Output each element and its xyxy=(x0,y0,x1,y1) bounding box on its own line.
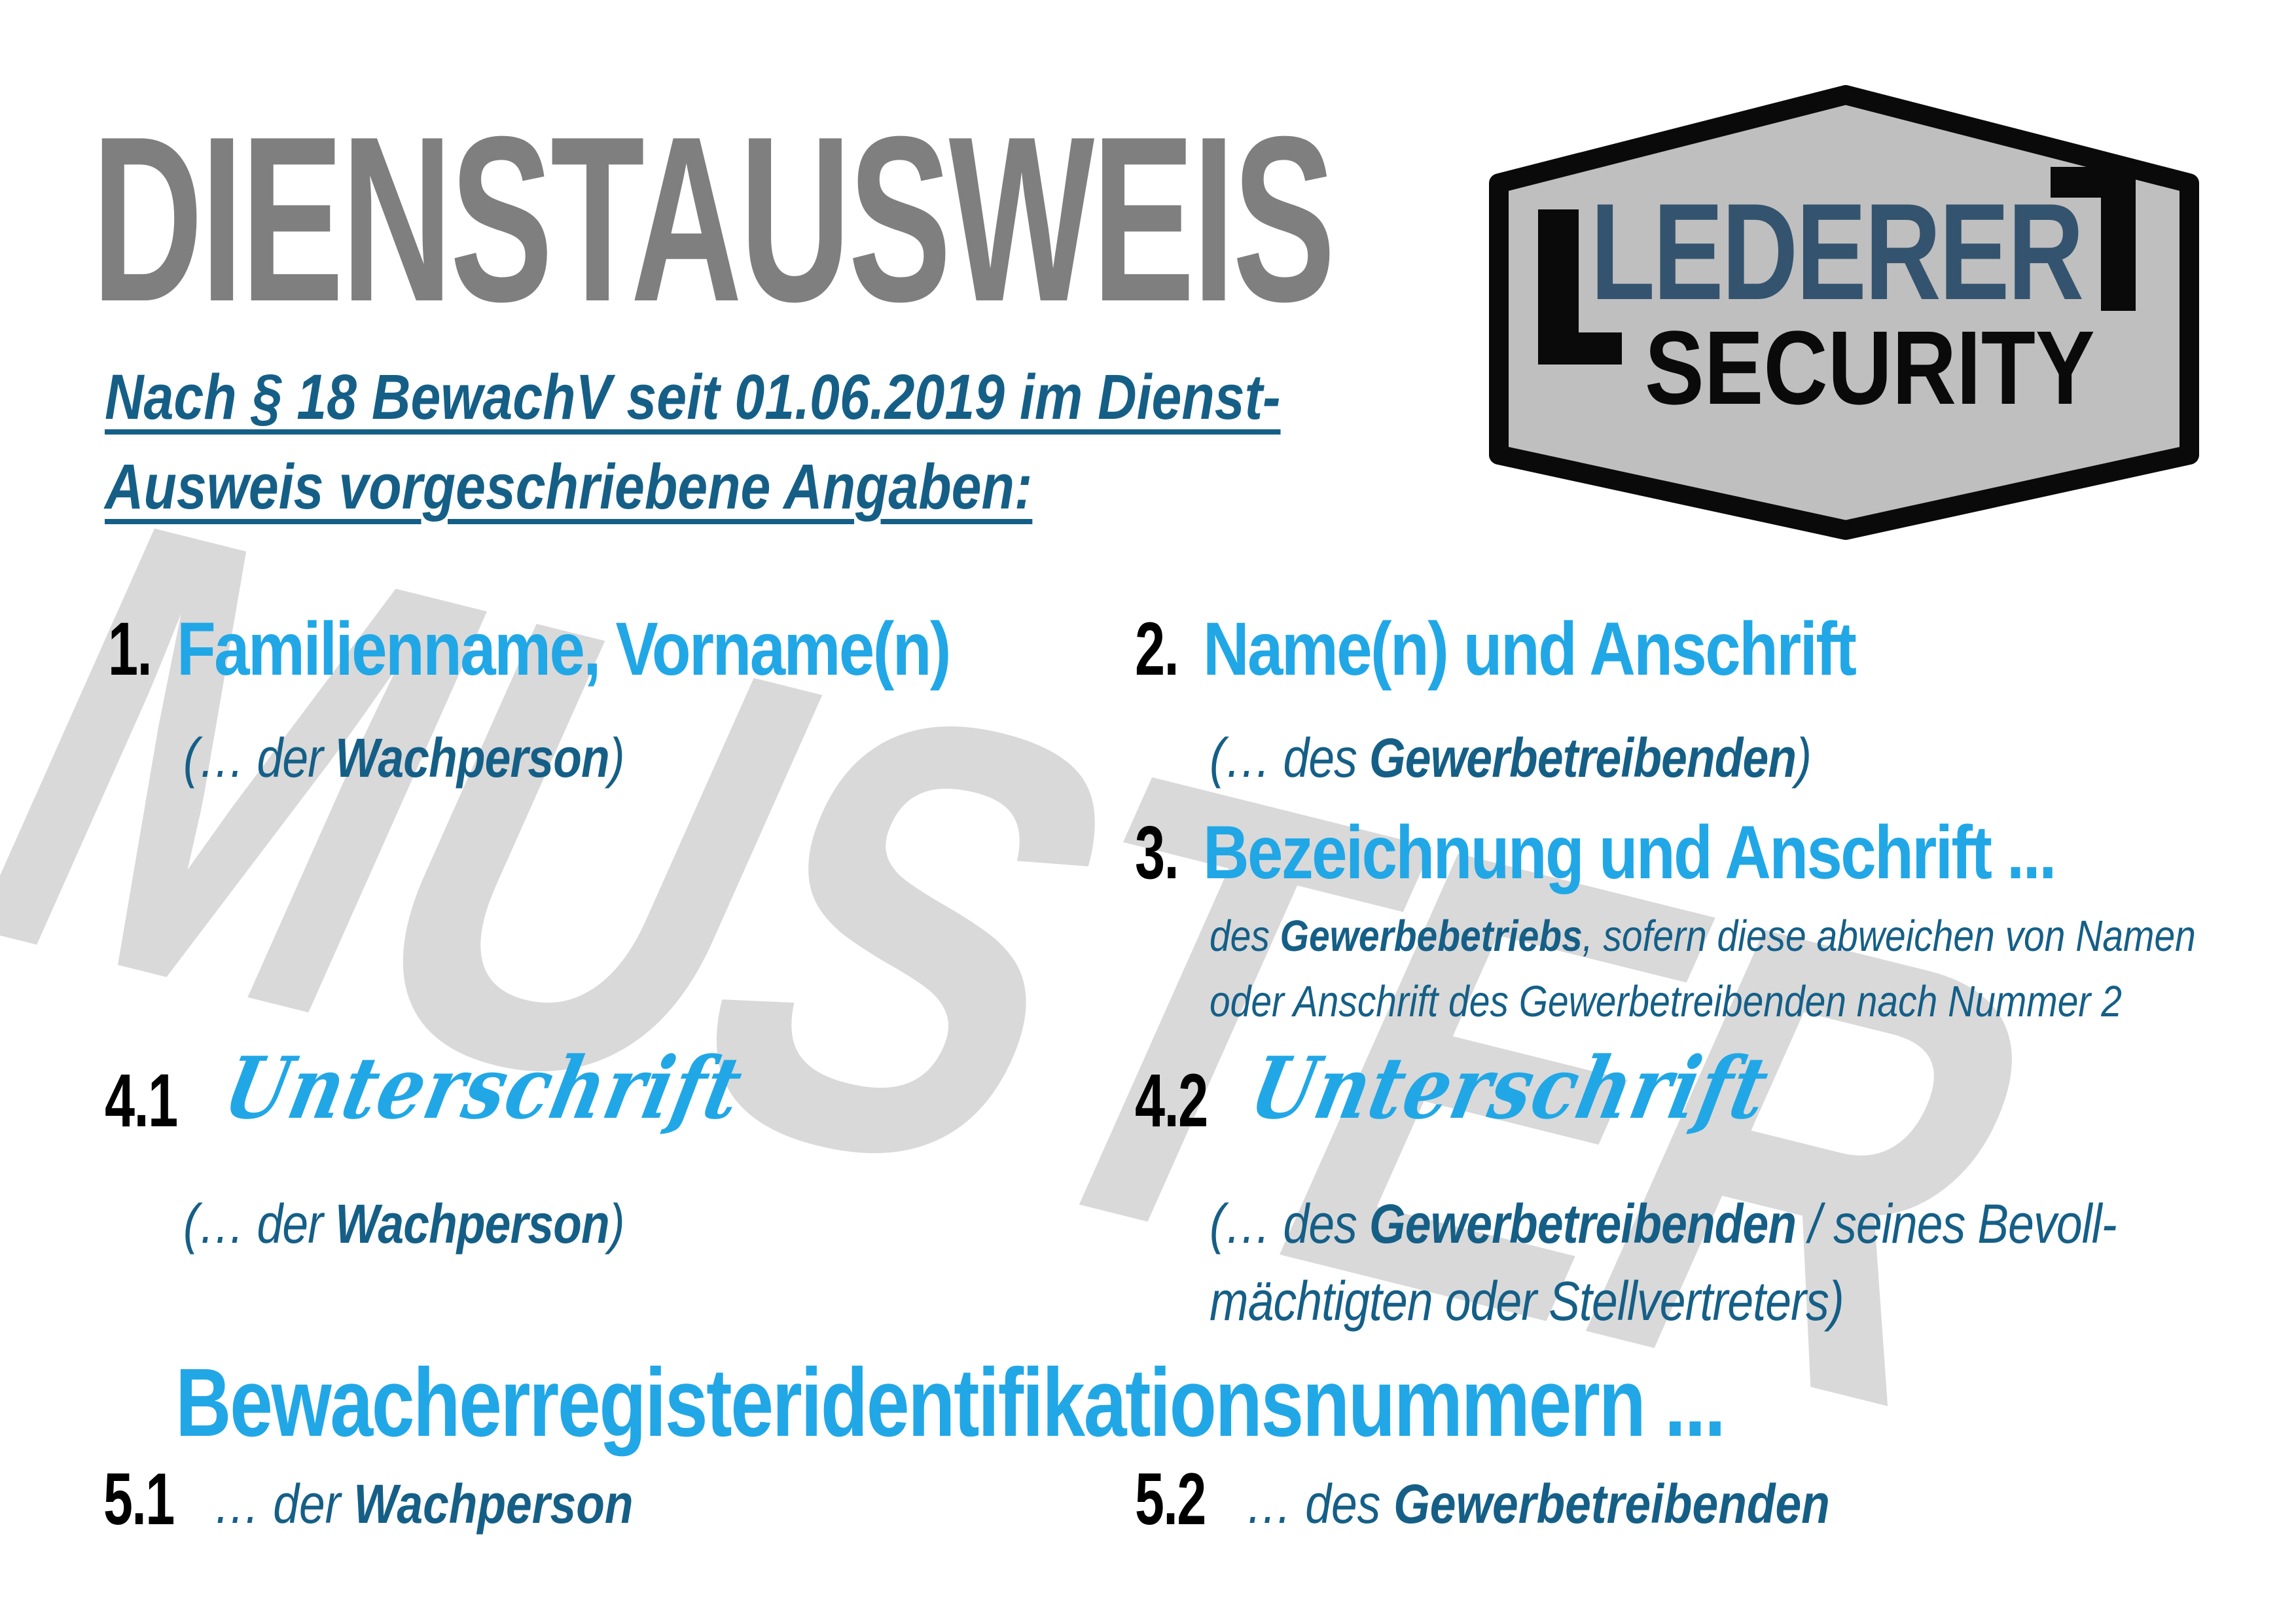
item5-1-text: … der Wachperson xyxy=(213,1476,633,1531)
item1-number: 1. xyxy=(108,607,152,691)
item5-2-text: … des Gewerbetreibenden xyxy=(1246,1476,1830,1531)
item3-note1-pre: des xyxy=(1210,912,1280,961)
registry-heading: Bewacherregisteridentifikationsnummern .… xyxy=(175,1349,1726,1457)
page-title: DIENSTAUSWEIS xyxy=(92,88,1335,351)
item3-note1-bold: Gewerbebetriebs xyxy=(1280,912,1583,961)
item1-title: Familienname, Vorname(n) xyxy=(177,607,951,691)
item4-2-sub-bold: Gewerbetreibenden xyxy=(1369,1193,1797,1255)
item4-1-sub: (… der Wachperson) xyxy=(183,1196,625,1251)
item3-title: Bezeichnung und Anschrift ... xyxy=(1203,811,2056,895)
item2-sub-bold: Gewerbetreibenden xyxy=(1369,727,1797,789)
item5-2-bold: Gewerbetreibenden xyxy=(1393,1473,1830,1535)
item4-1-sub-pre: (… der xyxy=(183,1193,336,1255)
item5-1-pre: … der xyxy=(213,1473,354,1535)
item1-sub-post: ) xyxy=(609,727,625,789)
item1-sub-pre: (… der xyxy=(183,727,336,789)
item4-1-signature-word: Unterschrift xyxy=(216,1038,751,1138)
logo-right-bracket-vertical xyxy=(2101,167,2136,311)
subtitle-line-1: Nach § 18 BewachV seit 01.06.2019 im Die… xyxy=(105,361,1281,433)
item3-number: 3. xyxy=(1135,811,1179,895)
subtitle-line-2: Ausweis vorgeschriebene Angaben: xyxy=(105,451,1033,522)
item4-2-sub-mid: / seines Bevoll- xyxy=(1796,1193,2117,1255)
item4-2-sub-line-2: mächtigten oder Stellvertreters) xyxy=(1210,1270,1844,1332)
item4-2-number: 4.2 xyxy=(1135,1059,1208,1143)
logo-brand-text: LEDERER xyxy=(1590,175,2084,329)
item5-1-number: 5.1 xyxy=(103,1458,175,1540)
item2-number: 2. xyxy=(1135,607,1179,691)
badge-shield-shape xyxy=(1489,85,2199,540)
item2-sub-pre: (… des xyxy=(1210,727,1370,789)
item3-note1-post: , sofern diese abweichen von Namen xyxy=(1582,912,2196,961)
item1-sub-bold: Wachperson xyxy=(335,727,610,789)
item4-1-sub-bold: Wachperson xyxy=(335,1193,610,1255)
lederer-security-logo: LEDERER SECURITY xyxy=(1486,85,2206,543)
item2-sub-post: ) xyxy=(1796,727,1812,789)
item2-title: Name(n) und Anschrift xyxy=(1203,607,1857,691)
item4-1-number: 4.1 xyxy=(105,1059,178,1143)
item4-1-sub-post: ) xyxy=(609,1193,625,1255)
item2-sub: (… des Gewerbetreibenden) xyxy=(1210,730,1812,785)
item5-1-bold: Wachperson xyxy=(353,1473,634,1535)
item1-sub: (… der Wachperson) xyxy=(183,730,625,785)
item5-2-pre: … des xyxy=(1246,1473,1394,1535)
logo-division-text: SECURITY xyxy=(1645,309,2095,426)
logo-left-bracket-bottom xyxy=(1538,332,1622,365)
item4-2-signature-word: Unterschrift xyxy=(1242,1038,1778,1138)
item4-2-sub-line-1: (… des Gewerbetreibenden / seines Bevoll… xyxy=(1210,1196,2117,1251)
item4-2-sub-pre: (… des xyxy=(1210,1193,1370,1255)
item5-2-number: 5.2 xyxy=(1135,1458,1206,1540)
item3-note-line-2: oder Anschrift des Gewerbetreibenden nac… xyxy=(1210,977,2122,1026)
item3-note-line-1: des Gewerbebetriebs, sofern diese abweic… xyxy=(1210,914,2196,958)
